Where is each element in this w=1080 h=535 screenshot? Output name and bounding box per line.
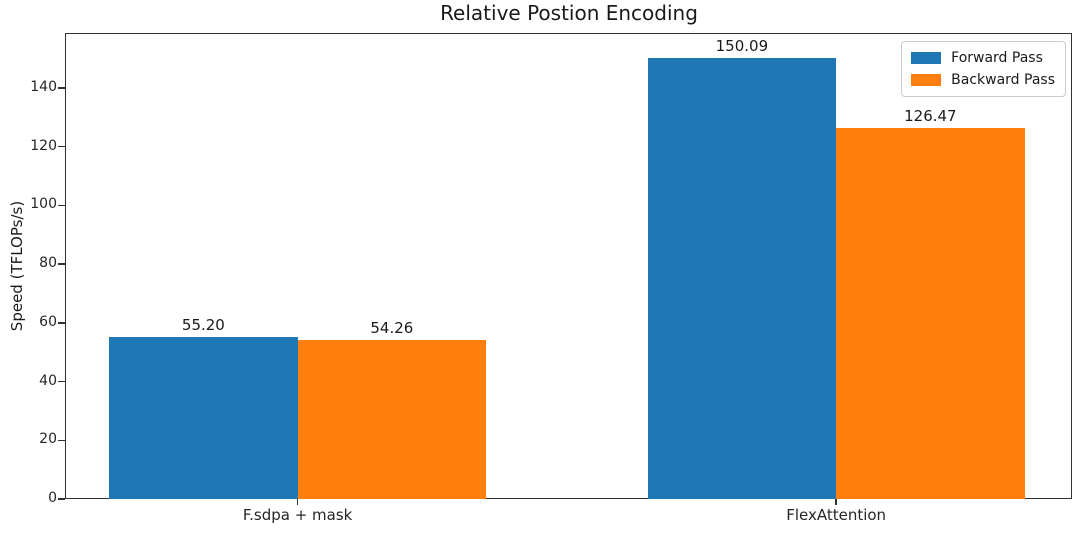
y-tick-mark — [58, 439, 65, 442]
x-tick-label-f-sdpa-mask: F.sdpa + mask — [242, 506, 353, 524]
legend: Forward Pass Backward Pass — [901, 41, 1066, 97]
y-tick-label: 40 — [39, 372, 57, 389]
y-tick-mark — [58, 498, 65, 500]
bar-backward-pass-flexattention — [836, 127, 1025, 499]
y-tick-label: 100 — [30, 196, 57, 213]
bar-value-label: 54.26 — [370, 318, 414, 337]
x-tick-mark — [296, 499, 299, 505]
y-tick-label: 20 — [39, 431, 57, 448]
y-tick-mark — [58, 263, 65, 265]
y-tick-label: 140 — [30, 78, 57, 95]
legend-label-forward-pass: Forward Pass — [951, 50, 1043, 66]
legend-swatch-forward-pass — [911, 52, 942, 64]
y-tick-label: 60 — [39, 313, 57, 330]
legend-label-backward-pass: Backward Pass — [951, 72, 1055, 88]
legend-swatch-backward-pass — [911, 74, 942, 86]
bar-forward-pass-f-sdpa-mask — [109, 336, 298, 499]
legend-item-forward-pass: Forward Pass — [911, 50, 1055, 66]
y-tick-mark — [58, 87, 65, 89]
bar-value-label: 126.47 — [904, 106, 957, 125]
y-tick-label: 80 — [39, 255, 57, 272]
y-tick-mark — [58, 204, 65, 207]
y-tick-label: 0 — [48, 490, 57, 506]
x-tick-mark — [835, 499, 837, 505]
y-tick-mark — [58, 322, 65, 324]
x-tick-label-flexattention: FlexAttention — [786, 506, 887, 524]
y-tick-mark — [58, 145, 65, 148]
y-tick-label: 120 — [30, 137, 57, 154]
bar-value-label: 150.09 — [715, 37, 769, 56]
legend-item-backward-pass: Backward Pass — [911, 72, 1055, 88]
chart-title: Relative Postion Encoding — [440, 1, 698, 25]
bar-forward-pass-flexattention — [647, 58, 837, 499]
bar-value-label: 55.20 — [181, 315, 225, 334]
bar-backward-pass-f-sdpa-mask — [297, 339, 487, 499]
y-tick-mark — [58, 380, 65, 383]
